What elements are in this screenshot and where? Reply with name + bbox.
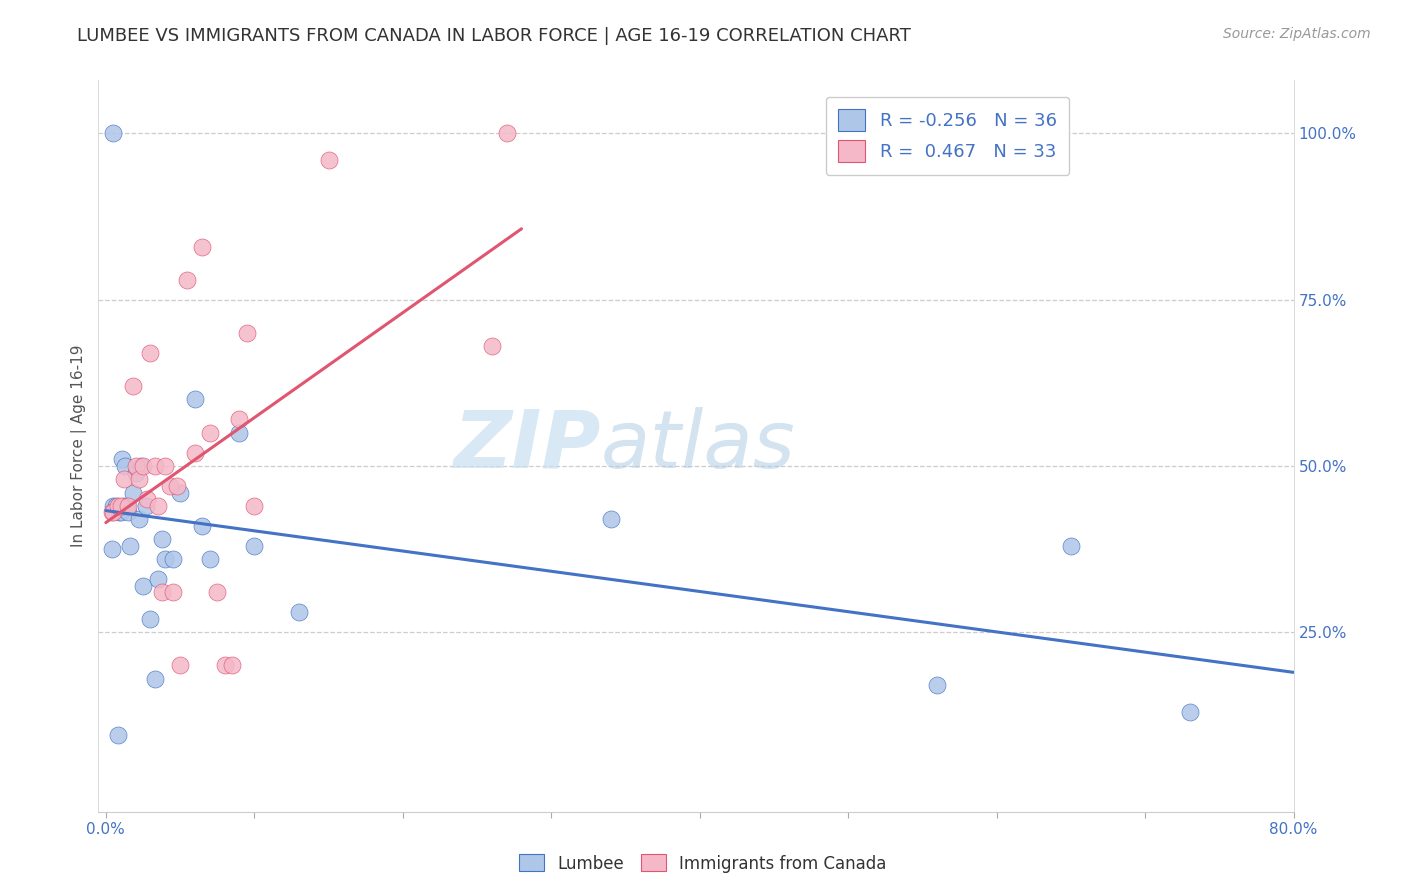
Point <box>198 425 221 440</box>
Point <box>117 499 139 513</box>
Point <box>103 499 125 513</box>
Point <box>105 499 128 513</box>
Point <box>184 392 207 407</box>
Point <box>228 425 250 440</box>
Point <box>112 472 135 486</box>
Point <box>132 579 155 593</box>
Point <box>108 506 131 520</box>
Point <box>214 658 236 673</box>
Point <box>495 127 517 141</box>
Point <box>481 339 503 353</box>
Point <box>132 458 155 473</box>
Y-axis label: In Labor Force | Age 16-19: In Labor Force | Age 16-19 <box>72 344 87 548</box>
Point <box>112 499 135 513</box>
Point <box>155 552 177 566</box>
Point <box>243 539 266 553</box>
Point <box>162 552 184 566</box>
Point <box>114 458 136 473</box>
Point <box>191 239 214 253</box>
Point <box>1060 539 1083 553</box>
Point <box>117 506 139 520</box>
Point <box>1178 705 1201 719</box>
Point <box>110 499 132 513</box>
Point <box>124 458 146 473</box>
Point <box>166 479 188 493</box>
Point <box>121 379 143 393</box>
Point <box>243 499 266 513</box>
Point <box>107 728 129 742</box>
Point <box>184 445 207 459</box>
Point <box>176 273 198 287</box>
Point <box>927 678 949 692</box>
Point <box>101 506 124 520</box>
Point <box>288 605 311 619</box>
Point <box>121 485 143 500</box>
Point <box>103 127 125 141</box>
Point <box>131 458 153 473</box>
Point <box>135 499 157 513</box>
Point <box>198 552 221 566</box>
Point <box>318 153 340 167</box>
Point <box>599 512 621 526</box>
Point <box>128 512 150 526</box>
Point <box>150 532 173 546</box>
Point <box>169 485 191 500</box>
Point <box>118 539 141 553</box>
Point <box>236 326 259 340</box>
Point <box>159 479 181 493</box>
Point <box>191 518 214 533</box>
Point <box>155 458 177 473</box>
Point <box>146 572 169 586</box>
Text: atlas: atlas <box>600 407 796 485</box>
Point <box>103 506 125 520</box>
Point <box>115 499 138 513</box>
Text: LUMBEE VS IMMIGRANTS FROM CANADA IN LABOR FORCE | AGE 16-19 CORRELATION CHART: LUMBEE VS IMMIGRANTS FROM CANADA IN LABO… <box>77 27 911 45</box>
Point <box>205 585 228 599</box>
Point <box>111 452 134 467</box>
Point <box>143 458 166 473</box>
Point <box>139 612 162 626</box>
Point <box>136 492 159 507</box>
Point <box>146 499 169 513</box>
Legend: R = -0.256   N = 36, R =  0.467   N = 33: R = -0.256 N = 36, R = 0.467 N = 33 <box>825 96 1070 175</box>
Text: Source: ZipAtlas.com: Source: ZipAtlas.com <box>1223 27 1371 41</box>
Point <box>143 672 166 686</box>
Text: ZIP: ZIP <box>453 407 600 485</box>
Point <box>101 542 124 557</box>
Legend: Lumbee, Immigrants from Canada: Lumbee, Immigrants from Canada <box>513 847 893 880</box>
Point <box>221 658 243 673</box>
Point <box>162 585 184 599</box>
Point <box>110 506 132 520</box>
Point <box>139 346 162 360</box>
Point <box>124 466 146 480</box>
Point <box>228 412 250 426</box>
Point <box>128 472 150 486</box>
Point <box>169 658 191 673</box>
Point <box>150 585 173 599</box>
Point <box>107 499 129 513</box>
